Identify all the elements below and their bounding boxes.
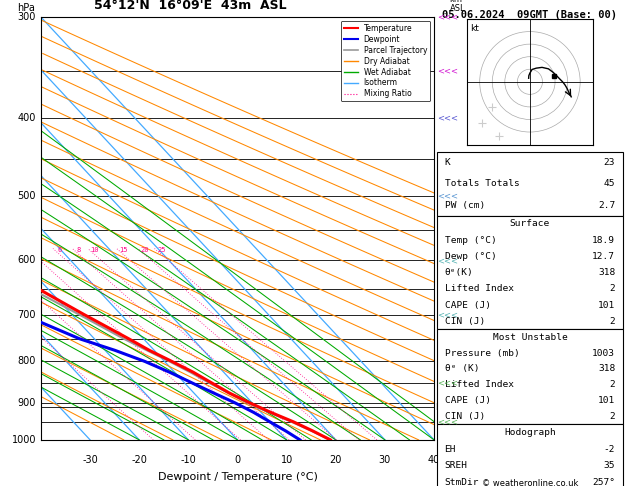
Text: 10: 10 [91,247,99,253]
Text: 40: 40 [428,454,440,465]
Text: LCL: LCL [435,403,450,412]
Text: 45: 45 [604,179,615,188]
Text: Dewpoint / Temperature (°C): Dewpoint / Temperature (°C) [157,471,318,482]
Text: Surface: Surface [510,219,550,228]
Text: Mixing Ratio (g/kg): Mixing Ratio (g/kg) [474,186,482,271]
Text: 05.06.2024  09GMT (Base: 00): 05.06.2024 09GMT (Base: 00) [442,10,618,19]
Text: 700: 700 [18,310,36,320]
FancyBboxPatch shape [437,330,623,424]
Text: 500: 500 [18,191,36,201]
Text: 35: 35 [604,461,615,470]
Text: 4: 4 [439,331,445,342]
Text: 3: 3 [439,365,445,375]
FancyBboxPatch shape [437,216,623,330]
Text: Lifted Index: Lifted Index [445,380,513,389]
Text: -20: -20 [131,454,147,465]
Text: 23: 23 [604,158,615,167]
FancyBboxPatch shape [437,424,623,486]
Legend: Temperature, Dewpoint, Parcel Trajectory, Dry Adiabat, Wet Adiabat, Isotherm, Mi: Temperature, Dewpoint, Parcel Trajectory… [341,21,430,102]
Text: 6: 6 [439,261,445,271]
Text: 0: 0 [235,454,240,465]
Text: 12.7: 12.7 [593,252,615,261]
Text: 54°12'N  16°09'E  43m  ASL: 54°12'N 16°09'E 43m ASL [94,0,287,12]
Text: Totals Totals: Totals Totals [445,179,520,188]
Text: 257°: 257° [593,478,615,486]
Text: CAPE (J): CAPE (J) [445,300,491,310]
Text: 318: 318 [598,364,615,373]
Text: <<<: <<< [437,67,458,76]
Text: 1003: 1003 [593,348,615,358]
Text: 101: 101 [598,396,615,405]
FancyBboxPatch shape [437,152,623,216]
Text: 2: 2 [610,412,615,421]
Text: © weatheronline.co.uk: © weatheronline.co.uk [482,479,578,486]
Text: 101: 101 [598,300,615,310]
Text: Most Unstable: Most Unstable [493,333,567,342]
Text: CAPE (J): CAPE (J) [445,396,491,405]
Text: <<<: <<< [437,310,458,319]
Text: 1: 1 [439,426,445,436]
Text: <<<: <<< [437,378,458,387]
Text: Pressure (mb): Pressure (mb) [445,348,520,358]
Text: <<<: <<< [437,13,458,21]
Text: <<<: <<< [437,114,458,122]
Text: 30: 30 [379,454,391,465]
Text: K: K [445,158,450,167]
Text: 400: 400 [18,113,36,123]
Text: -2: -2 [604,445,615,453]
Text: 318: 318 [598,268,615,277]
Text: 2: 2 [610,380,615,389]
Text: -10: -10 [181,454,196,465]
Text: Temp (°C): Temp (°C) [445,236,496,244]
Text: 18.9: 18.9 [593,236,615,244]
Text: θᵉ(K): θᵉ(K) [445,268,474,277]
Text: 20: 20 [140,247,149,253]
Text: Hodograph: Hodograph [504,428,556,437]
Text: hPa: hPa [18,3,35,13]
Text: 10: 10 [281,454,292,465]
Text: 5: 5 [439,297,445,307]
Text: EH: EH [445,445,456,453]
Text: 7: 7 [439,223,445,233]
Text: 2: 2 [610,284,615,293]
Text: <<<: <<< [437,192,458,201]
Text: 600: 600 [18,256,36,265]
Text: 8: 8 [439,181,445,191]
Text: 8: 8 [77,247,81,253]
Text: 6: 6 [58,247,62,253]
Text: 20: 20 [330,454,342,465]
Text: 300: 300 [18,12,36,22]
Text: PW (cm): PW (cm) [445,201,485,209]
Text: CIN (J): CIN (J) [445,317,485,326]
Text: CIN (J): CIN (J) [445,412,485,421]
Text: 2.7: 2.7 [598,201,615,209]
Text: Lifted Index: Lifted Index [445,284,513,293]
Text: -30: -30 [82,454,98,465]
Text: 15: 15 [120,247,128,253]
Text: km
ASL: km ASL [450,0,465,13]
Text: 2: 2 [439,396,445,406]
Text: SREH: SREH [445,461,467,470]
Text: 2: 2 [610,317,615,326]
Text: <<<: <<< [437,417,458,426]
Text: 800: 800 [18,356,36,366]
Text: <<<: <<< [437,256,458,265]
Text: 25: 25 [157,247,165,253]
Text: Dewp (°C): Dewp (°C) [445,252,496,261]
Text: StmDir: StmDir [445,478,479,486]
Text: θᵉ (K): θᵉ (K) [445,364,479,373]
Text: 1000: 1000 [12,435,36,445]
Text: 900: 900 [18,398,36,408]
